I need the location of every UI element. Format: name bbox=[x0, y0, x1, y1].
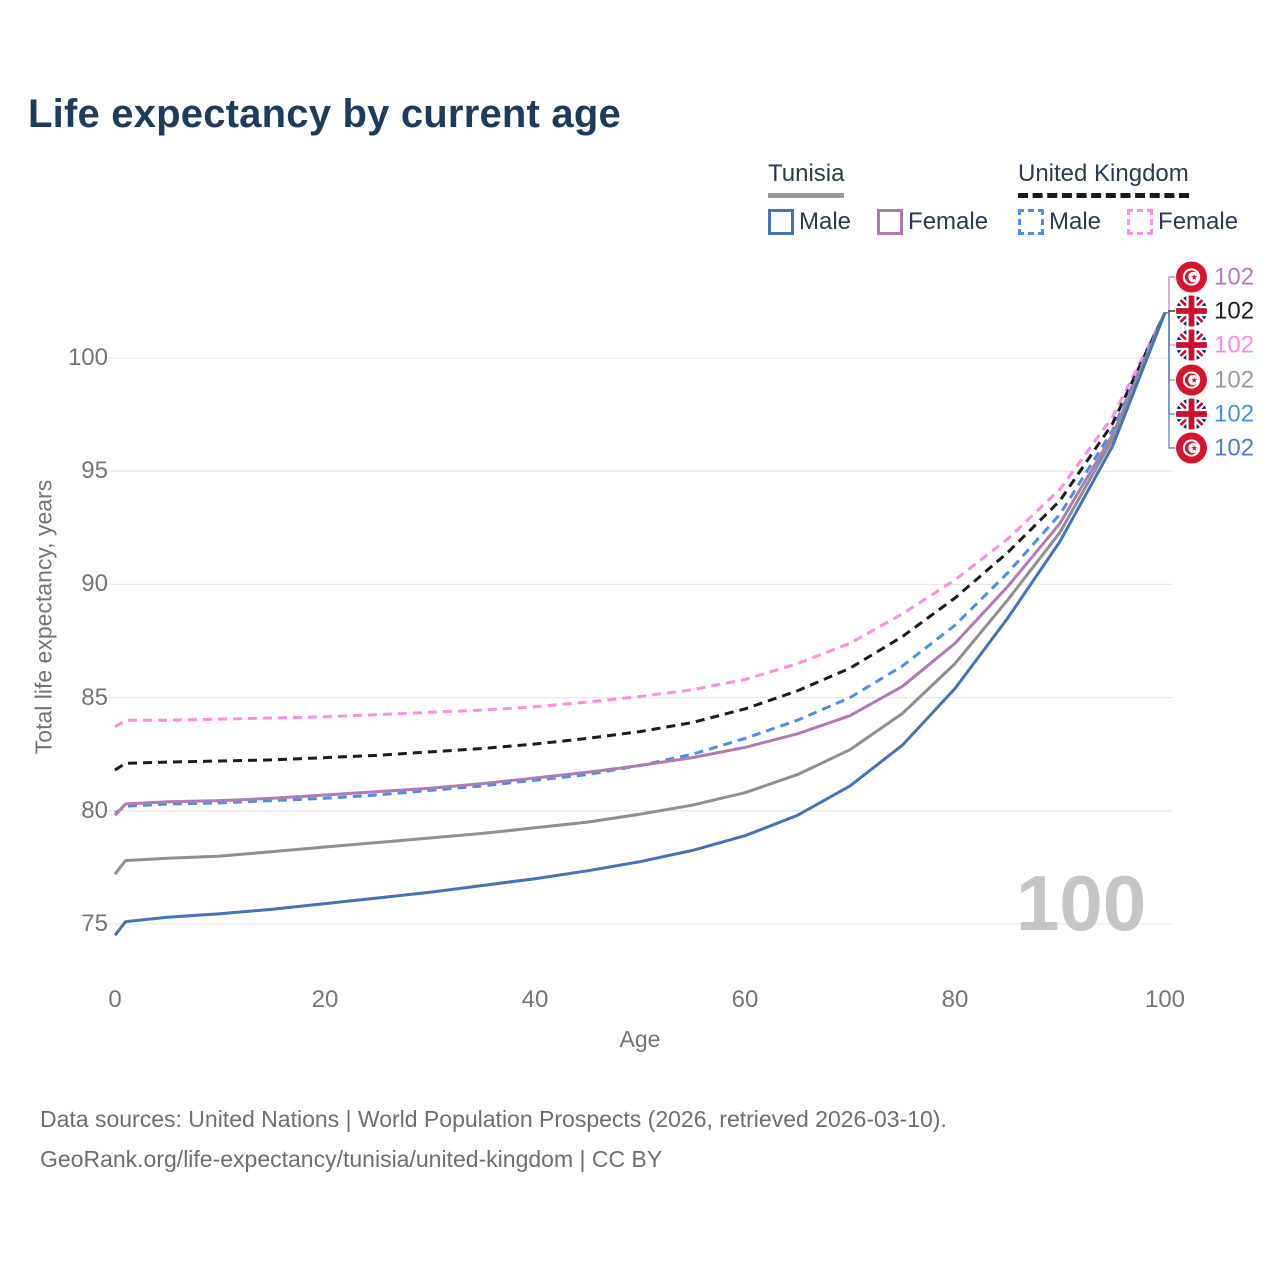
uk-flag-icon bbox=[1176, 330, 1207, 361]
y-tick-label: 100 bbox=[67, 344, 108, 371]
end-value: 102 bbox=[1214, 263, 1255, 290]
series-line-tunisia-female[interactable] bbox=[113, 312, 1167, 817]
uk-female-swatch-icon bbox=[1127, 209, 1154, 235]
tunisia-male-swatch-icon bbox=[768, 209, 794, 235]
legend-item-label: Female bbox=[908, 208, 989, 235]
legend-item-uk-male[interactable]: Male bbox=[1018, 208, 1101, 236]
footer-attribution[interactable]: GeoRank.org/life-expectancy/tunisia/unit… bbox=[40, 1146, 663, 1172]
uk-male-swatch-icon bbox=[1018, 209, 1044, 235]
end-value: 102 bbox=[1214, 331, 1255, 358]
legend-item-uk-female[interactable]: Female bbox=[1127, 208, 1238, 236]
tunisia-flag-icon bbox=[1176, 433, 1207, 464]
series-line-united-kingdom-total[interactable] bbox=[114, 312, 1167, 772]
footer-data-sources: Data sources: United Nations | World Pop… bbox=[40, 1106, 947, 1132]
legend-uk-items: Male Female bbox=[1018, 208, 1238, 236]
legend-tunisia-items: Male Female bbox=[768, 208, 988, 236]
legend-item-tunisia-female[interactable]: Female bbox=[877, 208, 988, 236]
x-tick-label: 60 bbox=[731, 986, 759, 1013]
end-label-tunisia-male: 102 bbox=[1176, 433, 1254, 464]
y-tick-label: 85 bbox=[81, 684, 108, 711]
tunisia-flag-icon bbox=[1176, 262, 1207, 293]
leader-line-tunisia-total bbox=[1165, 312, 1175, 381]
end-value: 102 bbox=[1214, 434, 1255, 461]
x-tick-label: 100 bbox=[1144, 986, 1186, 1013]
end-label-uk-male: 102 bbox=[1176, 399, 1254, 430]
tunisia-flag-icon bbox=[1176, 365, 1207, 396]
y-tick-label: 75 bbox=[81, 910, 108, 937]
series-line-united-kingdom-female[interactable] bbox=[114, 312, 1167, 729]
x-tick-label: 80 bbox=[941, 986, 969, 1013]
y-tick-label: 95 bbox=[81, 457, 108, 484]
end-label-tunisia-total: 102 bbox=[1176, 365, 1254, 396]
legend-group-tunisia: Tunisia Male Female bbox=[768, 160, 988, 236]
leader-line-tunisia-female bbox=[1165, 276, 1175, 314]
legend-item-label: Female bbox=[1158, 208, 1239, 235]
page-title: Life expectancy by current age bbox=[28, 92, 621, 136]
uk-flag-icon bbox=[1176, 399, 1207, 430]
legend-item-label: Male bbox=[1049, 208, 1102, 235]
tunisia-female-swatch-icon bbox=[877, 209, 904, 235]
x-axis-title: Age bbox=[619, 1026, 661, 1052]
x-tick-label: 20 bbox=[311, 986, 339, 1013]
end-label-uk-total: 102 bbox=[1176, 296, 1254, 327]
leader-line-united-kingdom-male bbox=[1165, 312, 1175, 415]
legend-item-label: Male bbox=[799, 208, 852, 235]
end-label-uk-female: 102 bbox=[1176, 330, 1254, 361]
end-label-tunisia-female: 102 bbox=[1176, 262, 1254, 293]
leader-line-united-kingdom-female bbox=[1165, 312, 1175, 346]
x-tick-label: 40 bbox=[521, 986, 549, 1013]
y-tick-label: 80 bbox=[81, 797, 108, 824]
end-value: 102 bbox=[1214, 400, 1255, 427]
leader-line-tunisia-male bbox=[1165, 312, 1175, 449]
y-tick-label: 90 bbox=[81, 570, 108, 597]
x-tick-label: 0 bbox=[108, 986, 122, 1013]
uk-flag-icon bbox=[1176, 296, 1207, 327]
series-line-united-kingdom-male[interactable] bbox=[114, 312, 1167, 815]
legend-tunisia-header[interactable]: Tunisia bbox=[768, 160, 845, 198]
end-value: 102 bbox=[1214, 366, 1255, 393]
legend-group-uk: United Kingdom Male Female bbox=[1018, 160, 1238, 236]
series-line-tunisia-male[interactable] bbox=[113, 312, 1167, 937]
series-line-tunisia-total[interactable] bbox=[113, 312, 1167, 876]
end-value: 102 bbox=[1214, 297, 1255, 324]
legend-uk-header[interactable]: United Kingdom bbox=[1018, 160, 1189, 198]
y-axis-title: Total life expectancy, years bbox=[30, 479, 57, 755]
legend-item-tunisia-male[interactable]: Male bbox=[768, 208, 851, 236]
watermark: 100 bbox=[1016, 859, 1147, 947]
